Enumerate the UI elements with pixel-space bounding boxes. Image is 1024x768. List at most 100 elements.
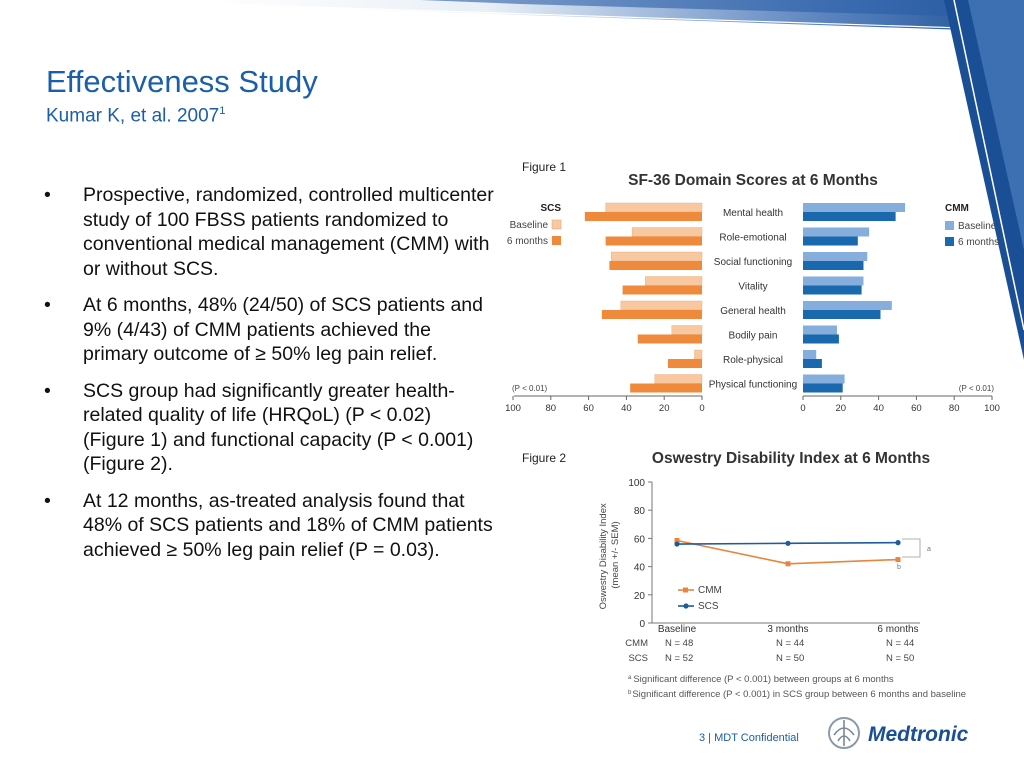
footnote-a: a Significant difference (P < 0.001) betw… [628,674,894,685]
category-label: Role-emotional [719,233,786,244]
legend-cmm-baseline-swatch [945,221,954,230]
right-tick-label: 20 [836,403,847,414]
bar-cmm-baseline [803,252,868,261]
category-label: Role-physical [723,355,783,366]
category-label: Physical functioning [709,380,797,391]
footnote-a-text: Significant difference (P < 0.001) betwe… [633,674,894,685]
n-cell: N = 50 [776,653,804,664]
right-tick-label: 40 [873,403,884,414]
sf36-chart: SF-36 Domain Scores at 6 Months SCS Base… [505,172,1000,414]
bar-scs-6months [667,359,702,368]
figure1-label: Figure 1 [522,160,567,174]
bar-scs-baseline [631,227,703,237]
slide-title: Effectiveness Study [46,64,318,99]
y-tick-label: 40 [634,563,646,574]
bar-cmm-6months [803,261,864,270]
footnote-b-sup: b [628,690,632,696]
right-group-label: CMM [945,203,969,214]
n-row-label: CMM [625,638,648,649]
category-label: Vitality [738,282,767,293]
bar-scs-baseline [654,374,703,384]
legend-cmm-6months-label: 6 months [958,237,999,248]
left-tick-label: 0 [699,403,704,414]
bars-group [584,202,906,393]
bar-cmm-6months [803,212,896,221]
legend-scs-6months-swatch [552,236,561,245]
tick-group: 100 80 60 40 20 0 0 20 40 60 80 100 [505,396,1000,414]
x-tick-label: 6 months [877,624,918,635]
logo-text: Medtronic [868,723,969,746]
slide-subtitle: Kumar K, et al. 20071 [46,105,225,127]
bar-cmm-baseline [803,227,870,237]
bar-cmm-6months [803,383,843,393]
x-tick-label: Baseline [658,624,697,635]
odi-chart: Oswestry Disability Index at 6 Months Os… [598,450,966,700]
bar-scs-6months [605,236,702,246]
legend-scs-baseline-label: Baseline [510,220,549,231]
category-label: Bodily pain [729,331,778,342]
bar-scs-6months [622,285,702,295]
p-value-right: (P < 0.01) [959,384,995,393]
right-tick-label: 60 [911,403,922,414]
significance-bracket [902,538,921,558]
medtronic-logo: Medtronic [828,717,969,749]
series-lines [674,538,901,567]
x-tick-label: 3 months [767,624,808,635]
bar-cmm-6months [803,236,858,246]
side-decoration [944,0,1024,360]
bar-cmm-baseline [803,325,838,335]
n-table: CMM N = 48 N = 44 N = 44 SCS N = 52 N = 50 N = … [625,638,914,664]
legend-cmm-label: CMM [698,585,722,596]
y-axis-label: Oswestry Disability Index (mean +/- SEM) [598,501,621,610]
footnote-a-sup: a [628,675,632,681]
bullet-item: SCS group had significantly greater heal… [44,379,494,477]
footnote-b: bSignificant difference (P < 0.001) in S… [628,689,966,700]
chart-title: SF-36 Domain Scores at 6 Months [628,172,878,189]
legend-scs-label: SCS [698,601,719,612]
right-tick-label: 0 [800,403,805,414]
citation-text: Kumar K, et al. 2007 [46,105,220,127]
point-cmm [785,561,791,567]
bracket-label-a: a [927,546,931,553]
bar-scs-baseline [611,251,703,262]
bar-cmm-6months [803,285,862,295]
figure2-label: Figure 2 [522,451,567,465]
footnote-b-text: Significant difference (P < 0.001) in SC… [632,689,966,700]
legend-scs-marker [683,603,689,609]
n-row-label: SCS [628,653,648,664]
bar-scs-baseline [694,349,703,360]
y-tick-label: 100 [628,478,645,489]
legend-cmm-baseline-label: Baseline [958,221,997,232]
point-scs [674,541,680,547]
bracket-label-b: b [897,564,901,571]
bullet-item: Prospective, randomized, controlled mult… [44,183,494,281]
bullet-item: At 12 months, as-treated analysis found … [44,489,494,563]
legend-cmm-marker [683,587,688,593]
bar-scs-baseline [620,300,703,311]
bullet-list: Prospective, randomized, controlled mult… [44,183,494,574]
point-cmm [895,557,901,563]
bar-cmm-baseline [803,301,892,310]
left-tick-label: 60 [583,403,594,414]
n-cell: N = 44 [776,638,804,649]
bar-scs-6months [609,261,702,270]
y-axis-label-line1: Oswestry Disability Index [598,503,609,609]
y-axis-label-line2: (mean +/- SEM) [610,521,621,588]
bar-scs-baseline [605,202,703,213]
category-labels: Mental health Role-emotional Social functi… [709,208,797,391]
y-tick-label: 80 [634,506,646,517]
p-value-left: (P < 0.01) [512,384,548,393]
left-group-label: SCS [540,203,561,214]
logo-mark-icon [828,717,860,749]
header-decoration [200,0,1024,32]
point-scs [785,540,791,546]
n-cell: N = 48 [665,638,693,649]
x-ticks: Baseline 3 months 6 months [658,624,919,635]
category-label: General health [720,306,786,317]
footer-text: 3 | MDT Confidential [699,732,799,744]
bar-cmm-6months [803,359,822,368]
right-tick-label: 80 [949,403,960,414]
right-tick-label: 100 [984,403,1000,414]
left-tick-label: 40 [621,403,632,414]
point-cmm [674,538,680,544]
